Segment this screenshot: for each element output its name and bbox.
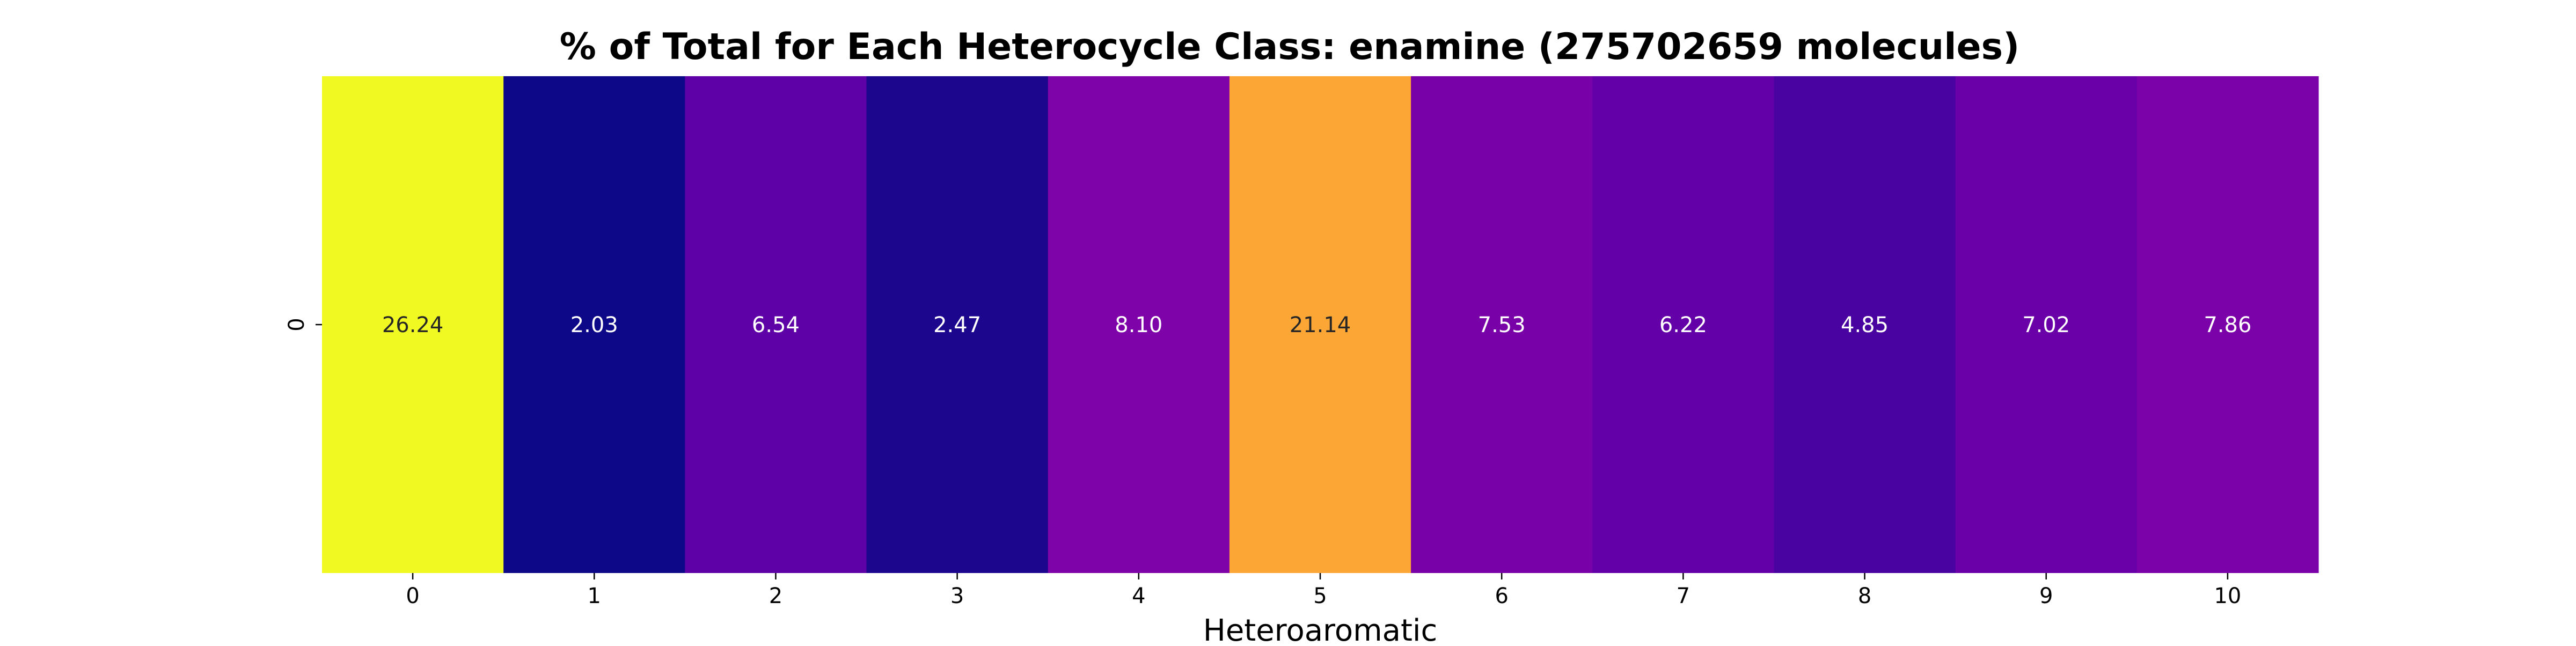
cell-value-label: 21.14 bbox=[1290, 313, 1351, 337]
x-tick-label: 3 bbox=[950, 584, 964, 608]
x-tick-label: 5 bbox=[1313, 584, 1327, 608]
y-tick-label: 0 bbox=[284, 318, 309, 331]
x-tick-label: 8 bbox=[1858, 584, 1871, 608]
heatmap-cell bbox=[1774, 76, 1956, 573]
cell-value-label: 2.47 bbox=[933, 313, 981, 337]
x-tick-label: 6 bbox=[1495, 584, 1508, 608]
heatmap-cell bbox=[1955, 76, 2138, 573]
y-axis: 0 bbox=[284, 318, 322, 332]
x-axis: 0 1 2 3 4 5 6 7 8 9 10 bbox=[406, 573, 2241, 608]
cell-value-label: 7.02 bbox=[2022, 313, 2070, 337]
cell-value-label: 4.85 bbox=[1841, 313, 1889, 337]
x-tick-label: 9 bbox=[2039, 584, 2053, 608]
cell-annotations: 26.24 2.03 6.54 2.47 8.10 21.14 7.53 6.22 4.85 7.… bbox=[382, 313, 2252, 337]
heatmap-cell bbox=[685, 76, 867, 573]
heatmap-cell bbox=[1592, 76, 1775, 573]
heatmap-cell bbox=[866, 76, 1049, 573]
x-axis-label: Heteroaromatic bbox=[1203, 613, 1438, 644]
cell-value-label: 8.10 bbox=[1115, 313, 1162, 337]
heatmap-cells bbox=[322, 76, 2319, 573]
heatmap-cell bbox=[1411, 76, 1593, 573]
heatmap-cell bbox=[1048, 76, 1230, 573]
cell-value-label: 7.86 bbox=[2204, 313, 2251, 337]
cell-value-label: 26.24 bbox=[382, 313, 444, 337]
x-tick-label: 10 bbox=[2214, 584, 2241, 608]
cell-value-label: 7.53 bbox=[1478, 313, 1526, 337]
x-tick-label: 1 bbox=[588, 584, 601, 608]
x-tick-label: 0 bbox=[406, 584, 419, 608]
x-tick-label: 4 bbox=[1132, 584, 1145, 608]
cell-value-label: 2.03 bbox=[570, 313, 618, 337]
heatmap-cell bbox=[2136, 76, 2319, 573]
x-tick-label: 7 bbox=[1677, 584, 1690, 608]
cell-value-label: 6.22 bbox=[1659, 313, 1707, 337]
heatmap-cell bbox=[503, 76, 685, 573]
heatmap-cell bbox=[1229, 76, 1411, 573]
x-tick-label: 2 bbox=[769, 584, 782, 608]
chart-title: % of Total for Each Heterocycle Class: e… bbox=[560, 26, 2019, 68]
heatmap-cell bbox=[322, 76, 504, 573]
cell-value-label: 6.54 bbox=[752, 313, 800, 337]
